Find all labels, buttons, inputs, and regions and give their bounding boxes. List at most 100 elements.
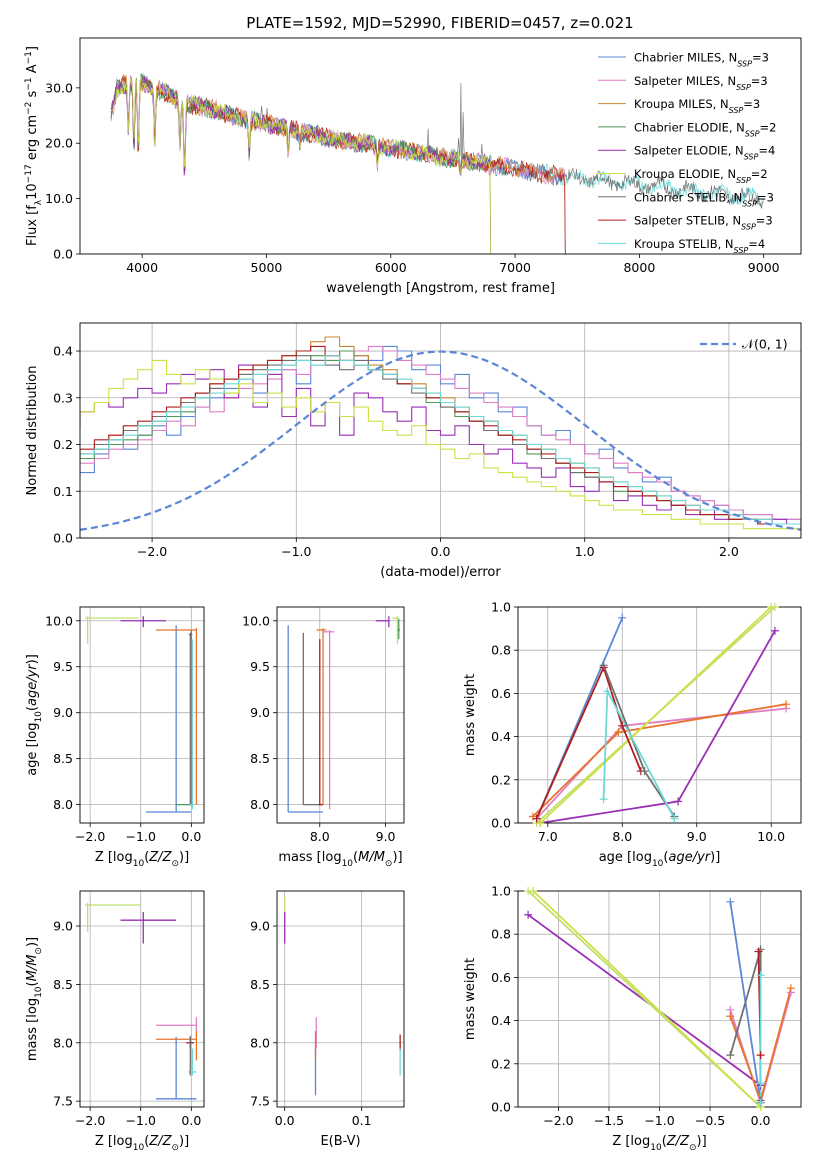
data-point	[782, 700, 791, 709]
y-tick-label: 8.5	[250, 977, 270, 992]
y-tick-label: 0.6	[491, 970, 511, 985]
data-point	[529, 887, 538, 895]
spectrum-line	[110, 75, 492, 254]
histogram-line	[80, 355, 801, 525]
x-axis-label: Z [log10(Z/Z⊙)]	[612, 1134, 706, 1153]
x-tick-label: 6000	[375, 260, 407, 275]
series-line	[602, 664, 676, 817]
x-tick-label: −1.5	[594, 1113, 624, 1128]
y-axis-label: Normed distribution	[25, 366, 40, 496]
legend-label: Salpeter MILES, NSSP=3	[634, 74, 768, 92]
y-tick-label: 0.8	[491, 643, 511, 658]
x-tick-label: 7000	[499, 260, 531, 275]
data-point	[726, 1051, 735, 1060]
x-tick-label: 9000	[748, 260, 780, 275]
plot-area-residuals	[80, 336, 801, 531]
y-axis-label: Flux [fλ10−17 erg cm−2 s−1 A−1]	[24, 46, 44, 246]
y-axis-label: mass weight	[463, 958, 478, 1040]
y-tick-label: 8.5	[250, 751, 270, 766]
y-tick-label: 1.0	[491, 600, 511, 615]
spectrum-line	[110, 74, 764, 209]
series-line	[535, 664, 642, 820]
x-tick-label: 0.1	[352, 1113, 372, 1128]
panel-mass-vs-Z: −2.0 −1.0 0.0 7.5 8.0 8.5 9.0 Z [log10(Z/Z⊙)] ma…	[25, 890, 205, 1153]
x-axis-label: (data-model)/error	[380, 565, 501, 580]
data-point	[786, 984, 795, 993]
y-tick-label: 8.5	[53, 751, 73, 766]
legend-label: 𝒩(0, 1)	[742, 337, 788, 352]
data-point	[603, 687, 612, 696]
spectrum-line	[110, 74, 566, 254]
y-tick-label: 9.5	[250, 659, 270, 674]
histogram-line	[80, 359, 801, 530]
panel-mass-weight-vs-Z: −2.0 −1.5 −1.0 −0.5 0.0 0.0 0.2 0.4 0.6 0.8 1.0 Z […	[463, 884, 802, 1153]
x-tick-label: 8.0	[612, 829, 632, 844]
x-tick-label: 8000	[623, 260, 655, 275]
y-axis-label: age [log10(age/yr)]	[25, 654, 44, 776]
data-point	[599, 661, 608, 670]
y-tick-label: 10.0	[242, 613, 270, 628]
figure-title: PLATE=1592, MJD=52990, FIBERID=0457, z=0…	[246, 14, 633, 32]
y-tick-label: 20.0	[45, 136, 73, 151]
y-tick-label: 10.0	[45, 191, 73, 206]
panel-residuals: −2.0 −1.0 0.0 1.0 2.0 0.0 0.1 0.2 0.3 0.4 (data-mo…	[25, 322, 802, 580]
data-point	[756, 1051, 765, 1060]
y-tick-label: 0.0	[491, 816, 511, 831]
data-point	[618, 721, 627, 730]
y-tick-label: 9.0	[53, 919, 73, 934]
y-tick-label: 0.1	[53, 484, 73, 499]
legend-label: Salpeter ELODIE, NSSP=4	[634, 144, 775, 162]
x-axis-label: E(B-V)	[320, 1134, 360, 1149]
x-tick-label: 0.0	[181, 1113, 201, 1128]
x-axis-label: Z [log10(Z/Z⊙)]	[95, 1134, 189, 1153]
y-tick-label: 9.0	[250, 705, 270, 720]
histogram-line	[80, 345, 801, 525]
y-tick-label: 0.4	[491, 729, 511, 744]
y-tick-label: 0.3	[53, 390, 73, 405]
axes-frame	[276, 606, 405, 824]
y-tick-label: 0.0	[491, 1100, 511, 1115]
x-tick-label: 9.0	[687, 829, 707, 844]
data-point	[599, 795, 608, 804]
plot-area-mass-vs-Z	[85, 902, 198, 1100]
y-tick-label: 0.4	[53, 344, 73, 359]
plot-area-spectrum	[110, 73, 764, 254]
y-tick-label: 8.0	[250, 1035, 270, 1050]
panel-age-vs-mass: 8.0 9.0 8.0 8.5 9.0 9.5 10.0 mass [log10(M/M⊙)]	[242, 606, 405, 869]
y-tick-label: 9.0	[53, 705, 73, 720]
x-tick-label: 7.0	[538, 829, 558, 844]
x-tick-label: 10.0	[757, 829, 785, 844]
panel-spectrum: 4000 5000 6000 7000 8000 9000 0.0 10.0 20.0 30.0 w…	[24, 37, 802, 296]
legend-label: Chabrier STELIB, NSSP=3	[634, 190, 774, 208]
y-tick-label: 30.0	[45, 80, 73, 95]
y-tick-label: 8.5	[53, 977, 73, 992]
x-tick-label: 5000	[251, 260, 283, 275]
x-tick-label: −2.0	[137, 544, 167, 559]
y-tick-label: 7.5	[250, 1094, 270, 1109]
legend-label: Salpeter STELIB, NSSP=3	[634, 214, 773, 232]
y-tick-label: 0.0	[53, 531, 73, 546]
y-tick-label: 0.2	[491, 772, 511, 787]
x-axis-label: wavelength [Angstrom, rest frame]	[326, 281, 555, 296]
y-tick-label: 0.8	[491, 927, 511, 942]
y-tick-label: 9.5	[53, 659, 73, 674]
axes-frame	[79, 606, 205, 824]
x-tick-label: 0.0	[275, 1113, 295, 1128]
x-tick-label: 0.0	[181, 829, 201, 844]
data-point	[674, 797, 683, 806]
x-tick-label: −1.0	[644, 1113, 674, 1128]
x-tick-label: 0.0	[751, 1113, 771, 1128]
x-tick-label: 1.0	[575, 544, 595, 559]
legend-label: Kroupa MILES, NSSP=3	[634, 97, 760, 115]
y-tick-label: 10.0	[45, 613, 73, 628]
x-tick-label: 9.0	[376, 829, 396, 844]
data-point	[618, 613, 627, 622]
y-tick-label: 0.0	[53, 247, 73, 262]
plot-area-age-vs-Z	[85, 616, 198, 813]
panel-mass-vs-EBV: 0.0 0.1 7.5 8.0 8.5 9.0 E(B-V)	[250, 890, 405, 1149]
data-point	[756, 1079, 765, 1088]
panel-age-vs-Z: −2.0 −1.0 0.0 8.0 8.5 9.0 9.5 10.0 Z [log10(Z/Z⊙…	[25, 606, 205, 869]
axes-frame	[276, 890, 405, 1108]
data-point	[770, 626, 779, 635]
legend-label: Kroupa ELODIE, NSSP=2	[634, 167, 768, 185]
